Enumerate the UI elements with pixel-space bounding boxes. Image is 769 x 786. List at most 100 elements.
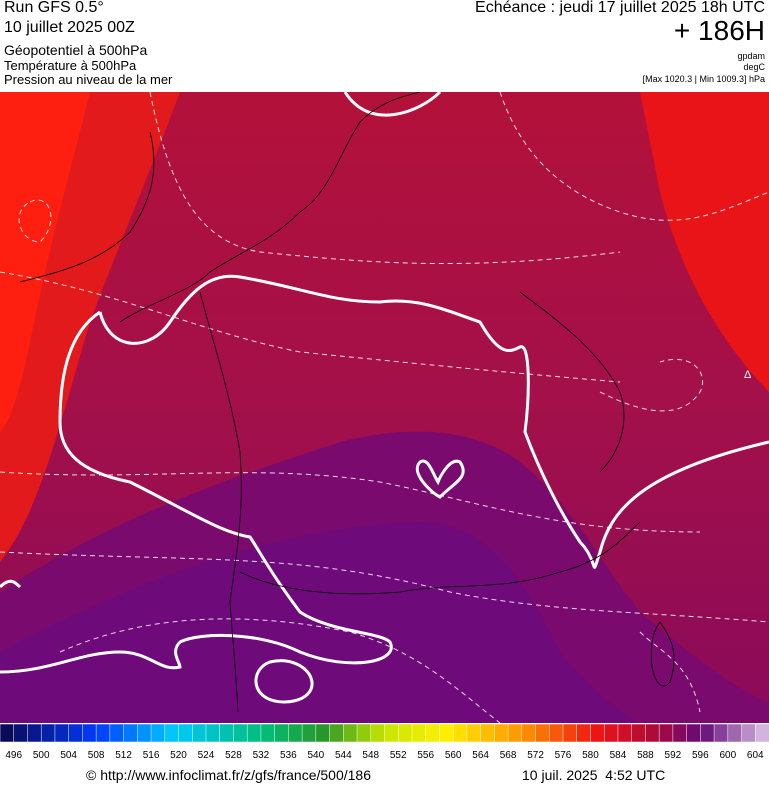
hour: + 186H: [673, 15, 765, 46]
colorbar-label: 516: [143, 750, 160, 761]
colorbar-label: 580: [582, 750, 599, 761]
colorbar-swatch: [54, 724, 70, 743]
colorbar-swatch: [562, 724, 578, 743]
map: Δ: [0, 92, 769, 723]
colorbar-swatch: [260, 724, 276, 743]
colorbar-swatch: [700, 724, 715, 743]
colorbar-swatch: [617, 724, 633, 743]
colorbar-swatch: [576, 724, 592, 743]
colorbar-label: 568: [500, 750, 517, 761]
colorbar-swatch: [40, 724, 56, 743]
field-1: Géopotentiel à 500hPa: [4, 42, 148, 58]
colorbar-swatch: [13, 724, 29, 743]
colorbar-label: 556: [417, 750, 434, 761]
colorbar-label: 592: [665, 750, 682, 761]
colorbar-label: 500: [33, 750, 50, 761]
isotherms: [0, 92, 769, 723]
field-2: Température à 500hPa: [4, 58, 137, 73]
colorbar-swatch: [137, 724, 152, 743]
colorbar-swatch: [713, 724, 729, 743]
colorbar-swatch: [82, 724, 97, 743]
colorbar-label: 524: [198, 750, 215, 761]
colorbar-label: 548: [362, 750, 379, 761]
colorbar-label: 560: [445, 750, 462, 761]
unit: degC: [743, 62, 765, 72]
colorbar-label: 512: [115, 750, 132, 761]
echeance: Echéance : jeudi 17 juillet 2025 18h UTC: [475, 0, 765, 16]
colorbar-swatch: [150, 724, 166, 743]
colorbar-swatch: [219, 724, 235, 743]
colorbar-swatch: [507, 724, 523, 743]
field-3: Pression au niveau de la mer: [4, 72, 173, 87]
colorbar-swatch: [27, 724, 42, 743]
colorbar-swatch: [68, 724, 84, 743]
colorbar-label: 528: [225, 750, 242, 761]
colorbar-swatch: [411, 724, 427, 743]
isobars: [0, 92, 769, 704]
colorbar-label: 600: [719, 750, 736, 761]
colorbar-swatch: [686, 724, 702, 743]
colorbar-swatch: [658, 724, 674, 743]
colorbar-swatch: [590, 724, 605, 743]
colorbar-swatch: [452, 724, 468, 743]
colorbar-swatch: [178, 724, 193, 743]
colorbar-swatch: [521, 724, 537, 743]
source: © http://www.infoclimat.fr/z/gfs/france/…: [86, 767, 371, 783]
colorbar-swatch: [397, 724, 413, 743]
colorbar: 496 500 504 508 512 516 520 524 528 532 536 540 544 5…: [0, 724, 769, 761]
colorbar-swatch: [535, 724, 551, 743]
colorbar-swatch: [192, 724, 207, 743]
colorbar-swatch: [301, 724, 317, 743]
colorbar-label: 496: [5, 750, 22, 761]
station-marker: Δ: [744, 369, 752, 381]
colorbar-swatch: [755, 724, 769, 743]
colorbar-swatch: [439, 724, 454, 743]
colorbar-swatch: [741, 724, 757, 743]
colorbar-label: 544: [335, 750, 352, 761]
colorbar-swatch: [123, 724, 139, 743]
colorbar-swatch: [0, 724, 15, 743]
colorbar-swatch: [603, 724, 619, 743]
colorbar-swatch: [274, 724, 290, 743]
colorbar-swatch: [329, 724, 345, 743]
colorbar-swatch: [109, 724, 125, 743]
colorbar-swatch: [356, 724, 372, 743]
colorbar-swatch: [288, 724, 303, 743]
colorbar-swatch: [549, 724, 564, 743]
colorbar-label: 536: [280, 750, 297, 761]
colorbar-swatch: [233, 724, 248, 743]
colorbar-swatch: [370, 724, 386, 743]
colorbar-label: 532: [253, 750, 270, 761]
colorbar-swatch: [343, 724, 358, 743]
run-timestamp: 10 juil. 2025 4:52 UTC: [522, 767, 666, 783]
colorbar-swatch: [672, 724, 688, 743]
colorbar-swatch: [631, 724, 647, 743]
colorbar-swatch: [205, 724, 221, 743]
colorbar-swatch: [425, 724, 441, 743]
colorbar-swatch: [95, 724, 111, 743]
colorbar-label: 504: [60, 750, 77, 761]
colorbar-label: 576: [555, 750, 572, 761]
colorbar-swatch: [466, 724, 482, 743]
colorbar-label: 552: [390, 750, 407, 761]
run-date: 10 juillet 2025 00Z: [4, 19, 135, 36]
colorbar-label: 564: [472, 750, 489, 761]
coastlines: [19, 92, 675, 713]
colorbar-label: 540: [307, 750, 324, 761]
colorbar-swatch: [315, 724, 331, 743]
colorbar-label: 588: [637, 750, 654, 761]
colorbar-swatch: [384, 724, 399, 743]
colorbar-label: 508: [88, 750, 105, 761]
colorbar-swatch: [246, 724, 262, 743]
colorbar-swatch: [645, 724, 660, 743]
colorbar-swatch: [727, 724, 743, 743]
colorbar-swatch: [494, 724, 509, 743]
colorbar-label: 572: [527, 750, 544, 761]
warm-zone: [0, 92, 90, 432]
pressure-range: [Max 1020.3 | Min 1009.3] hPa: [642, 74, 765, 84]
colorbar-label: 584: [610, 750, 627, 761]
colorbar-label: 520: [170, 750, 187, 761]
colorbar-swatch: [164, 724, 180, 743]
colorbar-swatch: [480, 724, 496, 743]
